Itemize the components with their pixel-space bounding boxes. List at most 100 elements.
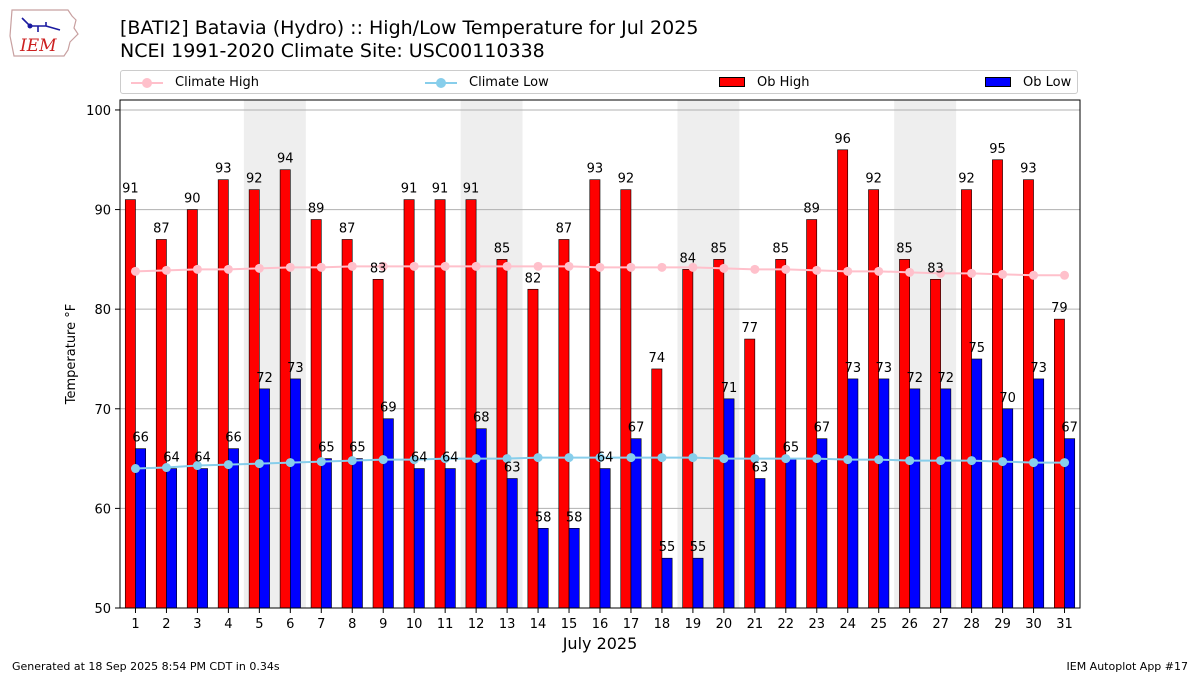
climate-low-point-day-14	[533, 453, 543, 463]
label-ob-high-day-6: 94	[277, 152, 294, 167]
climate-high-point-day-21	[750, 264, 760, 274]
climate-low-point-day-21	[750, 454, 760, 464]
x-tick-label-1: 1	[131, 617, 139, 632]
x-tick-label-20: 20	[716, 617, 733, 632]
climate-low-point-day-6	[285, 458, 295, 468]
label-ob-high-day-11: 91	[432, 182, 449, 197]
chart-title-line2: NCEI 1991-2020 Climate Site: USC00110338	[120, 40, 545, 62]
x-tick-label-22: 22	[778, 617, 795, 632]
climate-low-line	[135, 456, 1065, 470]
climate-low-point-day-8	[347, 456, 357, 466]
climate-low-point-day-23	[812, 454, 822, 464]
bar-ob-low-day-30	[1033, 378, 1045, 609]
label-ob-low-day-29: 70	[999, 391, 1016, 406]
iem-logo: IEM	[9, 9, 79, 57]
bar-ob-low-day-20	[723, 398, 735, 609]
label-ob-high-day-15: 87	[556, 221, 573, 236]
bar-ob-low-day-12	[475, 428, 487, 609]
y-tick-label-80: 80	[94, 303, 111, 318]
bar-ob-low-day-18	[661, 557, 673, 609]
label-ob-low-day-10: 64	[411, 451, 428, 466]
climate-low-point-day-31	[1060, 458, 1070, 468]
label-ob-low-day-12: 68	[473, 411, 490, 426]
y-tick-label-50: 50	[94, 602, 111, 617]
x-tick-label-6: 6	[286, 617, 294, 632]
x-tick-label-12: 12	[468, 617, 485, 632]
bar-ob-low-day-19	[692, 557, 704, 609]
climate-high-line	[135, 265, 1065, 277]
x-tick-label-23: 23	[809, 617, 826, 632]
bar-ob-low-day-17	[630, 438, 642, 609]
label-ob-low-day-7: 65	[318, 441, 335, 456]
x-tick-label-16: 16	[592, 617, 609, 632]
label-ob-high-day-2: 87	[153, 221, 170, 236]
climate-low-point-day-28	[967, 456, 977, 466]
weekend-shade-3	[677, 100, 740, 608]
climate-low-point-day-19	[688, 453, 698, 463]
bar-ob-high-day-25	[868, 189, 880, 609]
bar-ob-low-day-11	[444, 468, 456, 609]
legend-climate-low-marker	[436, 78, 446, 88]
weekend-shade-4	[894, 100, 957, 608]
bar-ob-low-day-2	[166, 468, 177, 609]
label-ob-high-day-22: 85	[772, 241, 789, 256]
y-tick-label-100: 100	[86, 104, 111, 119]
label-ob-high-day-16: 93	[587, 162, 604, 177]
label-ob-low-day-31: 67	[1061, 421, 1078, 436]
label-ob-low-day-25: 73	[876, 361, 893, 376]
x-tick-label-10: 10	[406, 617, 423, 632]
chart-title-line1: [BATI2] Batavia (Hydro) :: High/Low Temp…	[120, 17, 699, 39]
climate-low-point-day-17	[626, 453, 636, 463]
climate-high-point-day-25	[874, 266, 884, 276]
x-tick-label-18: 18	[654, 617, 671, 632]
climate-high-point-day-27	[936, 268, 946, 278]
x-tick-label-27: 27	[932, 617, 949, 632]
climate-low-point-day-20	[719, 454, 729, 464]
climate-low-point-day-13	[502, 454, 512, 464]
climate-low-point-day-4	[223, 460, 233, 470]
label-ob-high-day-19: 84	[680, 251, 697, 266]
label-ob-low-day-1: 66	[132, 431, 149, 446]
weekend-shade-1	[243, 100, 306, 608]
y-tick-label-70: 70	[94, 403, 111, 418]
climate-high-point-day-5	[254, 263, 264, 273]
bar-ob-high-day-20	[713, 259, 725, 609]
label-ob-low-day-3: 64	[194, 451, 211, 466]
bar-ob-high-day-2	[155, 239, 167, 609]
climate-high-point-day-19	[688, 262, 698, 272]
bar-ob-high-day-19	[682, 269, 694, 609]
climate-low-point-day-2	[161, 463, 171, 473]
bar-ob-low-day-4	[228, 448, 239, 609]
x-tick-label-26: 26	[901, 617, 918, 632]
label-ob-high-day-30: 93	[1020, 162, 1037, 177]
climate-high-point-day-6	[285, 262, 295, 272]
x-tick-label-29: 29	[994, 617, 1011, 632]
climate-high-point-day-29	[998, 269, 1008, 279]
bar-ob-low-day-31	[1064, 438, 1076, 609]
x-tick-label-21: 21	[747, 617, 764, 632]
x-tick-label-2: 2	[162, 617, 170, 632]
label-ob-low-day-26: 72	[907, 371, 924, 386]
climate-high-point-day-23	[812, 265, 822, 275]
label-ob-low-day-9: 69	[380, 401, 397, 416]
label-ob-low-day-15: 58	[566, 510, 583, 525]
bar-ob-high-day-12	[465, 199, 477, 609]
bar-ob-high-day-8	[341, 239, 353, 609]
x-tick-label-17: 17	[623, 617, 640, 632]
app-credit: IEM Autoplot App #17	[1066, 660, 1189, 673]
climate-high-point-day-8	[347, 261, 357, 271]
x-tick-label-8: 8	[348, 617, 356, 632]
bar-ob-high-day-1	[124, 199, 136, 609]
x-tick-label-15: 15	[561, 617, 578, 632]
bar-ob-low-day-8	[351, 458, 363, 609]
bar-ob-high-day-4	[217, 179, 229, 609]
label-ob-low-day-6: 73	[287, 361, 304, 376]
x-tick-label-30: 30	[1025, 617, 1042, 632]
label-ob-high-day-27: 83	[927, 261, 944, 276]
bar-ob-low-day-5	[259, 388, 270, 609]
climate-high-point-day-18	[657, 262, 667, 272]
legend-climate-high-label: Climate High	[175, 75, 260, 90]
bar-ob-low-day-26	[909, 388, 921, 609]
bar-ob-low-day-9	[382, 418, 394, 609]
y-tick-label-60: 60	[94, 502, 111, 517]
